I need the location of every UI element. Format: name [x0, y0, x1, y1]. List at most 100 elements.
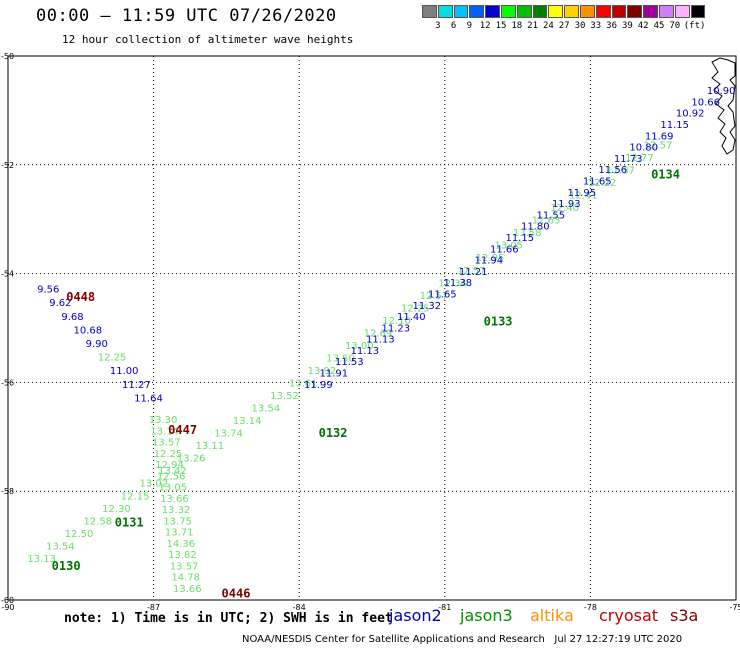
wave-height-label: 12.56	[157, 471, 186, 482]
wave-height-label: 13.26	[177, 454, 206, 465]
wave-height-label: 11.94	[474, 256, 503, 267]
satellite-legend-jason2: jason2	[389, 606, 442, 625]
pass-time-label: 0447	[168, 423, 197, 437]
wave-height-label: 13.71	[165, 528, 194, 539]
wave-height-label: 11.13	[366, 335, 395, 346]
wave-height-label: 11.80	[521, 222, 550, 233]
colorbar-label: 9	[466, 21, 473, 31]
colorbar-label: 70	[669, 21, 681, 31]
wave-height-label: 11.13	[351, 346, 380, 357]
pass-time-label: 0448	[66, 290, 95, 304]
wave-height-label: 11.27	[122, 380, 151, 391]
wave-height-label: 12.58	[83, 516, 112, 527]
colorbar-label: 18	[511, 21, 523, 31]
colorbar-label: 6	[450, 21, 457, 31]
wave-height-label: 10.66	[691, 97, 720, 108]
wave-height-label: 11.38	[443, 278, 472, 289]
colorbar-label: 39	[621, 21, 633, 31]
wave-height-label: 13.05	[494, 241, 523, 252]
wave-height-label: 9.62	[49, 298, 71, 309]
colorbar-swatch	[548, 5, 564, 18]
colorbar-swatch	[485, 5, 500, 18]
wave-height-label: 13.00	[345, 341, 374, 352]
wave-height-label: 12.94	[155, 460, 184, 471]
pass-time-label: 0446	[222, 586, 251, 600]
wave-height-label: 13.58	[513, 228, 542, 239]
wave-height-label: 13.75	[163, 516, 192, 527]
coastline	[711, 57, 736, 155]
satellite-legend-s3a: s3a	[670, 606, 699, 625]
wave-height-label: 12.22	[588, 178, 617, 189]
lat-tick-label: -60	[1, 596, 14, 605]
pass-time-label: 0132	[319, 426, 348, 440]
colorbar-label: 30	[574, 21, 586, 31]
wave-height-label: 11.56	[598, 165, 627, 176]
colorbar-swatch	[643, 5, 658, 18]
wave-height-label: 13.32	[162, 505, 191, 516]
colorbar-swatch	[437, 5, 453, 18]
wave-height-label: 13.13	[27, 554, 56, 565]
wave-height-label: 11.93	[552, 199, 581, 210]
note-text: note: 1) Time is in UTC; 2) SWH is in fe…	[64, 611, 393, 626]
colorbar-swatch	[516, 5, 532, 18]
colorbar-label: 27	[558, 21, 570, 31]
wave-height-label: 12.57	[420, 291, 449, 302]
colorbar-label: 21	[527, 21, 539, 31]
colorbar-unit: (ft)	[683, 21, 706, 31]
colorbar-swatch	[532, 5, 548, 18]
colorbar-swatch	[453, 5, 469, 18]
wave-height-label: 13.82	[168, 550, 197, 561]
colorbar-swatch	[658, 5, 674, 18]
wave-height-label: 13.50	[326, 353, 355, 364]
wave-height-label: 12.77	[625, 153, 654, 164]
colorbar-label: 15	[495, 21, 507, 31]
lon-tick-label: -84	[293, 603, 306, 612]
pass-time-label: 0133	[484, 314, 513, 328]
wave-height-label: 12.57	[457, 266, 486, 277]
wave-height-colorbar	[422, 5, 706, 18]
satellite-legend-cryosat: cryosat	[599, 606, 659, 625]
wave-height-label: 12.10	[382, 316, 411, 327]
page-title: 00:00 – 11:59 UTC 07/26/2020	[36, 6, 337, 26]
wave-height-label: 12.50	[65, 529, 94, 540]
wave-height-label: 11.55	[536, 210, 565, 221]
lon-tick-label: -78	[584, 603, 597, 612]
colorbar-label: 33	[590, 21, 602, 31]
wave-height-label: 11.15	[660, 120, 689, 131]
colorbar-swatch	[627, 5, 643, 18]
colorbar-label: 36	[606, 21, 618, 31]
wave-height-label: 13.11	[196, 441, 225, 452]
wave-height-label: 11.69	[645, 131, 674, 142]
wave-height-label: 12.63	[532, 216, 561, 227]
wave-height-label: 10.80	[629, 143, 658, 154]
wave-height-label: 10.92	[676, 109, 705, 120]
wave-height-label: 11.65	[428, 289, 457, 300]
pass-time-label: 0134	[651, 167, 680, 181]
wave-height-label: 11.40	[397, 312, 426, 323]
wave-height-label: 13.14	[150, 426, 179, 437]
wave-height-label: 12.69	[364, 328, 393, 339]
wave-height-label: 10.68	[74, 325, 103, 336]
wave-height-label: 12.34	[438, 278, 467, 289]
wave-height-label: 11.66	[490, 244, 519, 255]
wave-height-label: 12.15	[121, 491, 150, 502]
colorbar-swatch	[674, 5, 690, 18]
wave-height-label: 9.68	[61, 312, 83, 323]
wave-height-label: 11.32	[413, 301, 442, 312]
wave-height-label: 13.61	[289, 379, 318, 390]
lat-tick-label: -58	[1, 487, 14, 496]
colorbar-swatch	[469, 5, 485, 18]
wave-height-label: 11.95	[567, 188, 596, 199]
lon-tick-label: -87	[147, 603, 160, 612]
wave-height-label: 13.74	[214, 429, 243, 440]
colorbar-swatch	[595, 5, 611, 18]
colorbar-label: 3	[435, 21, 441, 31]
lat-tick-label: -52	[1, 161, 14, 170]
colorbar-swatch	[422, 5, 437, 18]
wave-height-label: 13.54	[252, 404, 281, 415]
wave-height-label: 11.91	[320, 369, 349, 380]
wave-height-label: 12.37	[606, 166, 635, 177]
page-subtitle: 12 hour collection of altimeter wave hei…	[62, 33, 354, 46]
colorbar-label: 42	[637, 21, 649, 31]
